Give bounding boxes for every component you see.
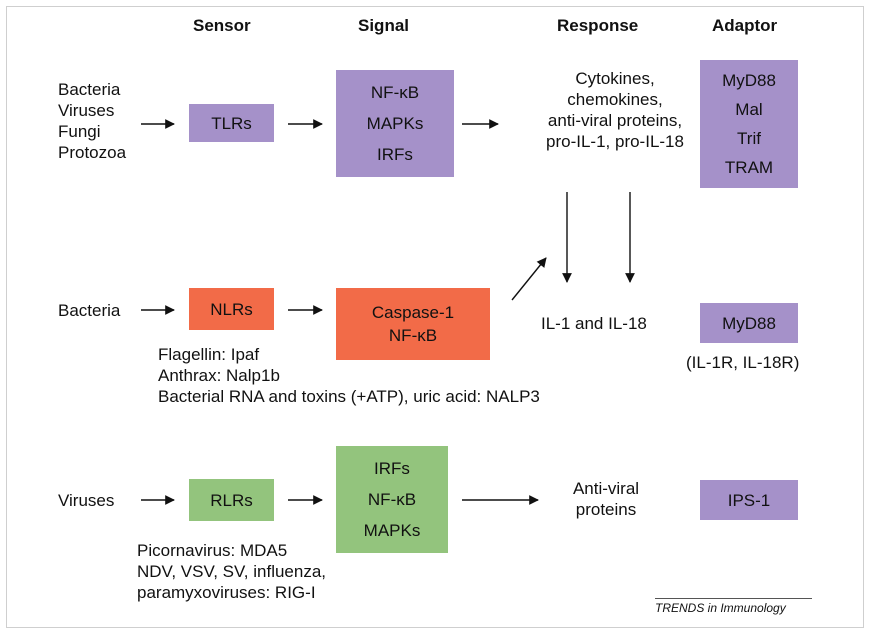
pathogen-label: Fungi bbox=[58, 122, 101, 141]
nlrs-sensor-box: NLRs bbox=[189, 288, 274, 330]
nlrs-label: NLRs bbox=[210, 299, 253, 319]
signal-label: NF-κB bbox=[367, 490, 417, 509]
header-sensor: Sensor bbox=[193, 16, 251, 35]
tlr-signal-box: NF-κB MAPKs IRFs bbox=[336, 70, 454, 177]
pathogen-label: Bacteria bbox=[58, 80, 121, 99]
row1-pathogen-list: Bacteria Viruses Fungi Protozoa bbox=[58, 79, 126, 163]
adaptor-label: Trif bbox=[737, 129, 761, 148]
signal-label: MAPKs bbox=[363, 521, 421, 540]
header-adaptor: Adaptor bbox=[712, 16, 778, 35]
ligand-line: Flagellin: Ipaf bbox=[158, 345, 260, 364]
ligand-line: paramyxoviruses: RIG-I bbox=[137, 583, 316, 602]
pathogen-label: Viruses bbox=[58, 101, 115, 120]
signal-label: IRFs bbox=[374, 459, 410, 478]
adaptor-label: TRAM bbox=[724, 158, 774, 177]
adaptor-label: IPS-1 bbox=[727, 490, 771, 510]
ligand-line: Anthrax: Nalp1b bbox=[158, 366, 280, 385]
tlr-adaptor-box: MyD88 Mal Trif TRAM bbox=[700, 60, 798, 188]
adaptor-label: Mal bbox=[735, 100, 763, 119]
signal-label: IRFs bbox=[377, 145, 413, 164]
header-signal: Signal bbox=[358, 16, 410, 35]
rlrs-label: RLRs bbox=[210, 490, 253, 510]
row2-pathogen: Bacteria bbox=[58, 301, 121, 320]
ligand-line: Bacterial RNA and toxins (+ATP), uric ac… bbox=[158, 387, 540, 406]
signal-label: Caspase-1 bbox=[371, 303, 455, 322]
figure-frame bbox=[6, 6, 864, 628]
rlr-response-text: Anti-viral proteins bbox=[556, 478, 656, 520]
journal-credit: TRENDS in Immunology bbox=[655, 601, 786, 615]
nlr-ligand-list: Flagellin: Ipaf Anthrax: Nalp1b Bacteria… bbox=[158, 344, 540, 407]
nlr-signal-box: Caspase-1 NF-κB bbox=[336, 288, 490, 360]
tlrs-sensor-box: TLRs bbox=[189, 104, 274, 142]
ligand-line: Picornavirus: MDA5 bbox=[137, 541, 288, 560]
rlr-adaptor-box: IPS-1 bbox=[700, 480, 798, 520]
ligand-line: NDV, VSV, SV, influenza, bbox=[137, 562, 327, 581]
rlr-ligand-list: Picornavirus: MDA5 NDV, VSV, SV, influen… bbox=[137, 540, 326, 603]
response-line: Anti-viral bbox=[572, 479, 640, 498]
footer-rule bbox=[655, 598, 812, 599]
arrow-caspase-to-response bbox=[511, 257, 547, 301]
response-line: Cytokines, bbox=[575, 69, 655, 88]
adaptor-note: (IL-1R, IL-18R) bbox=[686, 353, 800, 372]
tlr-response-text: Cytokines, chemokines, anti-viral protei… bbox=[520, 68, 710, 152]
row3-pathogen: Viruses bbox=[58, 491, 115, 510]
response-line: anti-viral proteins, bbox=[547, 111, 683, 130]
signal-label: NF-κB bbox=[370, 83, 420, 102]
tlrs-label: TLRs bbox=[211, 113, 252, 133]
adaptor-label: MyD88 bbox=[722, 71, 776, 90]
signal-label: NF-κB bbox=[388, 326, 438, 345]
signal-label: MAPKs bbox=[366, 114, 424, 133]
header-response: Response bbox=[557, 16, 639, 35]
rlr-signal-box: IRFs NF-κB MAPKs bbox=[336, 446, 448, 553]
nlr-adaptor-box: MyD88 bbox=[700, 303, 798, 343]
response-line: proteins bbox=[575, 500, 637, 519]
pathogen-label: Protozoa bbox=[58, 143, 127, 162]
adaptor-label: MyD88 bbox=[722, 313, 776, 333]
nlr-response-text: IL-1 and IL-18 bbox=[541, 314, 647, 333]
response-line: pro-IL-1, pro-IL-18 bbox=[546, 132, 684, 151]
response-line: chemokines, bbox=[567, 90, 663, 109]
rlrs-sensor-box: RLRs bbox=[189, 479, 274, 521]
